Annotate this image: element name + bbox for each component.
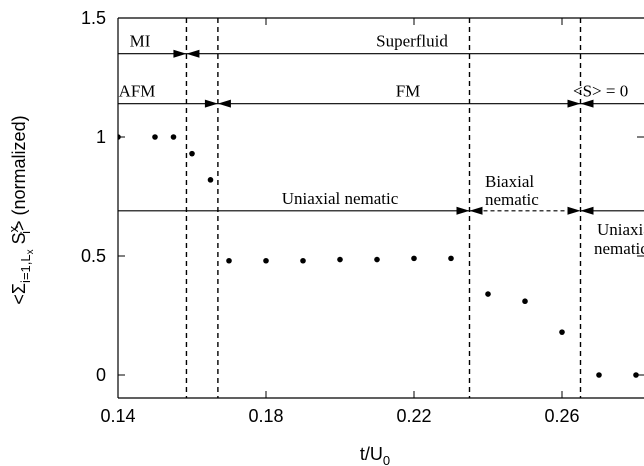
data-point xyxy=(337,256,343,263)
phase-label: FM xyxy=(396,82,421,101)
x-tick-label: 0.22 xyxy=(396,406,431,426)
data-point xyxy=(633,372,639,378)
phase-label: nematic xyxy=(594,239,644,258)
axis-ticks: 0 0.5 1 1.5 0.14 0.18 0.22 0.26 xyxy=(81,8,644,426)
arrow-head xyxy=(217,99,231,108)
y-tick-label: 1.5 xyxy=(81,8,106,28)
phase-label: nematic xyxy=(485,190,539,209)
phase-label: MI xyxy=(130,32,151,51)
y-tick-label: 1 xyxy=(96,127,106,147)
y-tick-label: 0.5 xyxy=(81,246,106,266)
phase-label: Uniaxial xyxy=(597,220,644,239)
phase-annotations: MI Superfluid AFM FM <S> = 0 Uniaxial nematic… xyxy=(118,18,644,398)
data-point xyxy=(263,257,269,264)
phase-label: Uniaxial nematic xyxy=(282,189,399,208)
arrow-head xyxy=(173,49,187,58)
arrow-head xyxy=(456,206,470,215)
data-point xyxy=(170,134,177,140)
arrow-head xyxy=(580,99,594,108)
plot-frame xyxy=(117,17,644,399)
data-point xyxy=(559,329,565,335)
arrow-head xyxy=(567,206,581,215)
data-point xyxy=(522,298,528,305)
data-point xyxy=(152,134,158,140)
data-point xyxy=(189,150,195,157)
arrow-head xyxy=(580,206,594,215)
arrow-head xyxy=(204,99,218,108)
data-point xyxy=(596,372,602,378)
x-tick-label: 0.14 xyxy=(100,406,135,426)
y-tick-label: 0 xyxy=(96,365,106,385)
phase-label: Biaxial xyxy=(485,172,534,191)
y-axis-title: <Σi=1,Lx Sxi> (normalized) xyxy=(6,115,36,304)
data-point xyxy=(300,257,306,264)
data-points xyxy=(118,134,639,378)
arrow-head xyxy=(469,206,483,215)
phase-label: <S> = 0 xyxy=(573,82,628,101)
arrow-head xyxy=(567,99,581,108)
x-axis-title: t/U0 xyxy=(360,444,390,466)
data-point xyxy=(448,255,454,262)
phase-label: Superfluid xyxy=(376,32,448,51)
arrow-head xyxy=(186,49,200,58)
data-point xyxy=(374,256,380,263)
data-point xyxy=(226,257,232,264)
data-point xyxy=(207,177,214,183)
data-point xyxy=(485,291,491,297)
phase-label: AFM xyxy=(119,82,156,101)
x-tick-label: 0.26 xyxy=(544,406,579,426)
data-point xyxy=(411,255,417,262)
x-tick-label: 0.18 xyxy=(248,406,283,426)
